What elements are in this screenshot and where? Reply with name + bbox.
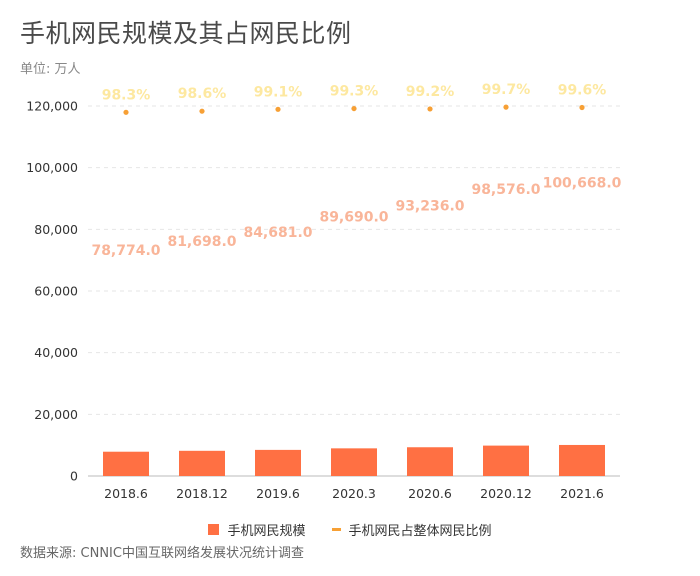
- source-note: 数据来源: CNNIC中国互联网络发展状况统计调查: [20, 546, 304, 561]
- x-tick-label: 2019.6: [256, 486, 300, 501]
- x-tick-label: 2021.6: [560, 486, 604, 501]
- y-tick-label: 100,000: [26, 160, 78, 175]
- legend-item-line[interactable]: 手机网民占整体网民比例: [331, 520, 492, 539]
- ratio-point: [503, 104, 509, 110]
- ratio-point: [351, 105, 357, 112]
- ratio-point: [199, 108, 205, 114]
- ratio-value-label: 98.6%: [178, 86, 227, 102]
- bar-value-label: 93,236.0: [395, 199, 464, 215]
- bar-value-label: 81,698.0: [167, 234, 236, 250]
- ratio-point: [275, 106, 281, 112]
- bar: [331, 448, 377, 476]
- unit-label: 单位: 万人: [20, 62, 81, 77]
- bar-value-label: 98,576.0: [471, 182, 540, 198]
- chart-area: 0 20,000 40,000 60,000 80,000 100,000 120,000 7…: [26, 82, 622, 501]
- y-tick-label: 40,000: [34, 345, 78, 360]
- x-tick-label: 2020.12: [480, 486, 532, 501]
- ratio-value-label: 99.2%: [406, 84, 455, 100]
- y-tick-label: 60,000: [34, 284, 78, 299]
- legend-item-bar[interactable]: 手机网民规模: [208, 520, 306, 539]
- legend-swatch-bar: [208, 524, 220, 535]
- ratio-value-label: 99.1%: [254, 84, 303, 100]
- legend-swatch-line: [331, 528, 341, 531]
- ratio-value-label: 99.7%: [482, 82, 531, 98]
- ratio-value-label: 99.6%: [558, 82, 607, 98]
- y-tick-label: 20,000: [34, 407, 78, 422]
- chart-title: 手机网民规模及其占网民比例: [20, 19, 352, 48]
- bar-value-label: 78,774.0: [91, 243, 160, 259]
- ratio-point: [123, 109, 129, 115]
- bar: [103, 451, 149, 476]
- bar: [559, 444, 605, 476]
- bar: [483, 445, 529, 476]
- ratio-value-label: 98.3%: [102, 87, 151, 103]
- ratio-value-label: 99.3%: [330, 84, 379, 100]
- ratio-point: [427, 106, 433, 112]
- x-tick-label: 2018.12: [176, 486, 228, 501]
- x-tick-label: 2020.6: [408, 486, 452, 501]
- bar-value-label: 84,681.0: [243, 225, 312, 241]
- ratio-point: [579, 104, 585, 111]
- bar: [255, 449, 301, 476]
- x-tick-label: 2018.6: [104, 486, 148, 501]
- legend: 手机网民规模 手机网民占整体网民比例: [0, 520, 700, 539]
- bar: [407, 447, 453, 476]
- y-tick-label: 80,000: [34, 222, 78, 237]
- y-tick-label: 0: [70, 469, 78, 484]
- x-tick-label: 2020.3: [332, 486, 376, 501]
- bar: [179, 450, 225, 476]
- y-tick-label: 120,000: [26, 99, 78, 114]
- legend-label-bar: 手机网民规模: [227, 524, 306, 539]
- bar-value-label: 100,668.0: [543, 176, 622, 192]
- legend-label-line: 手机网民占整体网民比例: [348, 524, 492, 539]
- bar-value-label: 89,690.0: [319, 209, 388, 225]
